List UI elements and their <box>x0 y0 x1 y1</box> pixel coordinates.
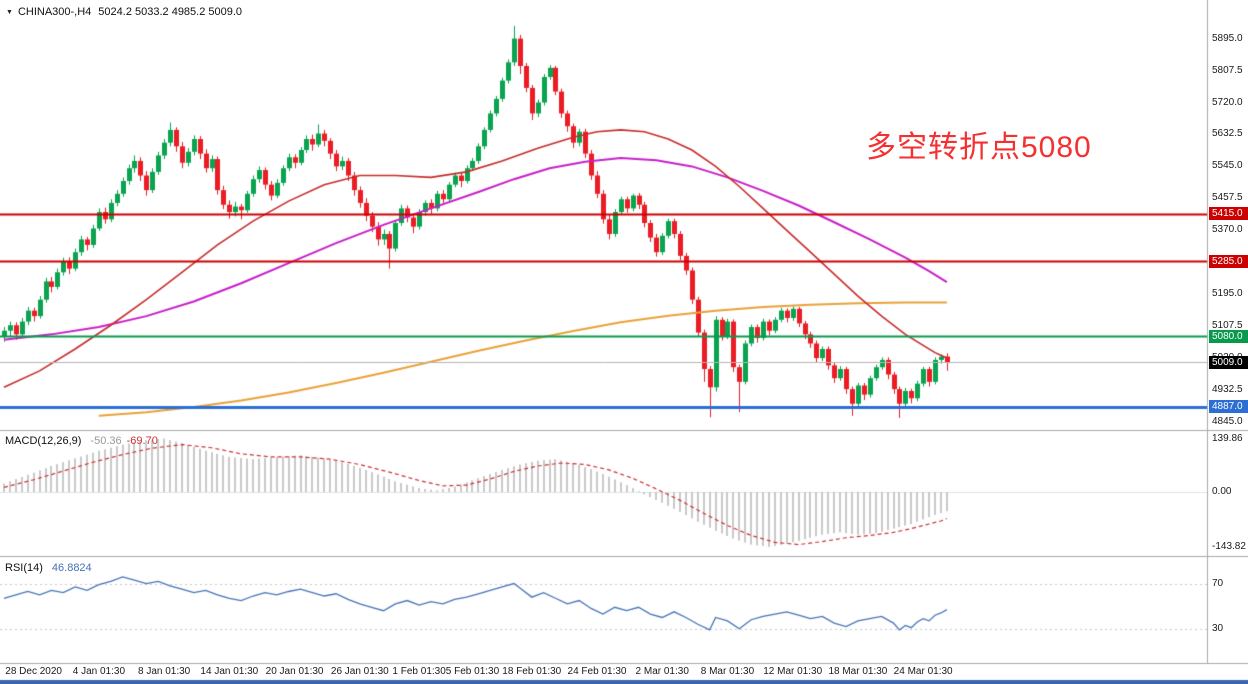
macd-name: MACD(12,26,9) <box>5 435 82 447</box>
price-line-tag[interactable]: 5285.0 <box>1209 254 1248 268</box>
price-axis-tick: 5545.0 <box>1212 160 1243 172</box>
price-line-tag[interactable]: 5080.0 <box>1209 329 1248 343</box>
time-axis-label: 5 Feb 01:30 <box>445 666 500 677</box>
price-axis-tick: 5632.5 <box>1212 128 1243 140</box>
time-axis-label: 26 Jan 01:30 <box>330 666 389 677</box>
time-axis-label: 28 Dec 2020 <box>5 666 62 677</box>
time-axis-label: 8 Jan 01:30 <box>137 666 191 677</box>
price-axis-tick: 5895.0 <box>1212 32 1243 44</box>
time-axis-label: 24 Mar 01:30 <box>893 666 953 677</box>
macd-signal-value: -69.70 <box>126 435 158 447</box>
time-axis-label: 24 Feb 01:30 <box>567 666 627 677</box>
chart-title: ▼ CHINA300-,H4 5024.2 5033.2 4985.2 5009.0 <box>6 6 242 18</box>
rsi-value: 46.8824 <box>51 562 92 574</box>
price-axis-tick: 5720.0 <box>1212 96 1243 108</box>
rsi-axis-tick: 30 <box>1212 622 1224 634</box>
time-axis-label: 18 Feb 01:30 <box>502 666 562 677</box>
price-axis-tick: 5370.0 <box>1212 224 1243 236</box>
symbol-timeframe: CHINA300-,H4 <box>17 6 92 18</box>
macd-axis-tick: 139.86 <box>1212 432 1243 444</box>
price-line-tag[interactable]: 5009.0 <box>1209 355 1248 369</box>
time-axis-label: 8 Mar 01:30 <box>700 666 755 677</box>
time-axis-label: 14 Jan 01:30 <box>200 666 259 677</box>
time-axis-label: 18 Mar 01:30 <box>828 666 888 677</box>
collapse-arrow-icon[interactable]: ▼ <box>6 9 13 16</box>
price-axis-tick: 5807.5 <box>1212 64 1243 76</box>
time-axis-label: 20 Jan 01:30 <box>265 666 324 677</box>
time-axis-label: 2 Mar 01:30 <box>635 666 689 677</box>
macd-main-value: -50.36 <box>90 435 122 447</box>
time-axis-label: 4 Jan 01:30 <box>72 666 126 677</box>
price-line-tag[interactable]: 4887.0 <box>1209 400 1248 414</box>
price-axis-tick: 4932.5 <box>1212 384 1243 396</box>
ohlc-values: 5024.2 5033.2 4985.2 5009.0 <box>98 6 243 18</box>
rsi-name: RSI(14) <box>5 562 43 574</box>
macd-indicator-label: MACD(12,26,9) -50.36 -69.70 <box>5 435 163 447</box>
price-axis-tick: 4845.0 <box>1212 416 1243 427</box>
price-line-tag[interactable]: 5415.0 <box>1209 207 1248 221</box>
price-axis-tick: 5195.0 <box>1212 288 1243 300</box>
rsi-axis-tick: 70 <box>1212 577 1224 589</box>
annotation-text[interactable]: 多空转折点5080 <box>866 131 1092 164</box>
time-axis-label: 12 Mar 01:30 <box>763 666 823 677</box>
macd-axis-tick: 0.00 <box>1212 485 1232 497</box>
price-axis-tick: 5457.5 <box>1212 192 1243 204</box>
rsi-indicator-label: RSI(14) 46.8824 <box>5 562 97 574</box>
time-axis-label: 1 Feb 01:30 <box>392 666 446 677</box>
price-axis-tick: 5107.5 <box>1212 320 1243 332</box>
macd-axis-tick: -143.82 <box>1212 540 1246 552</box>
